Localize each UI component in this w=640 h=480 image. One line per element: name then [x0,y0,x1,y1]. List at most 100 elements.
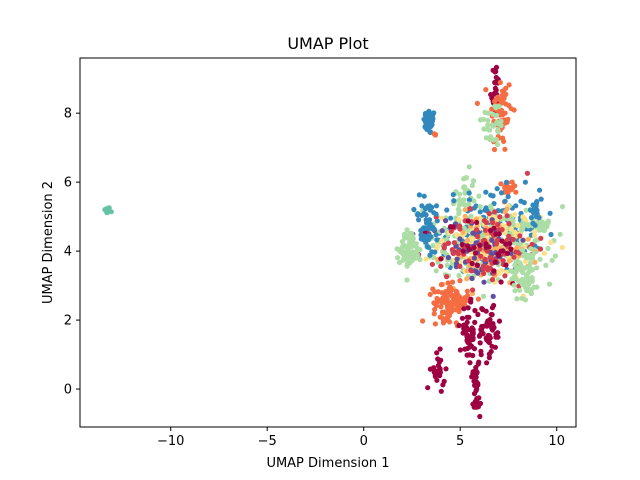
data-point [543,262,549,268]
data-point [494,141,501,148]
data-point [447,284,453,290]
data-point [466,246,472,252]
data-point [500,258,506,264]
data-point [432,306,438,313]
data-point [486,210,492,217]
data-point [492,209,498,215]
y-tick-label: 0 [64,383,72,398]
data-point [525,288,532,294]
x-tick-label: 10 [548,434,565,449]
data-point [475,270,481,276]
data-point [537,187,543,193]
data-point [502,273,508,279]
data-point [514,296,520,302]
data-points [102,64,566,420]
data-point [407,239,413,245]
data-point [435,289,441,295]
data-point [464,334,470,340]
data-point [429,204,435,210]
data-point [471,391,478,397]
data-point [490,220,496,226]
data-point [443,289,449,295]
data-point [478,253,484,259]
data-point [433,372,439,378]
data-point [493,231,499,237]
data-point [510,236,516,243]
data-point [409,252,415,258]
data-point [432,321,438,327]
x-tick-label: 5 [456,434,464,449]
data-point [457,236,463,242]
data-point [481,270,487,277]
data-point [502,120,508,126]
data-point [473,364,479,371]
data-point [527,266,533,272]
chart-title: UMAP Plot [287,34,368,53]
data-point [485,267,491,273]
data-point [522,258,529,264]
data-point [475,382,481,388]
x-tick-label: −10 [157,434,184,449]
data-point [477,413,483,420]
data-point [464,319,470,325]
data-point [509,276,515,282]
data-point [484,126,490,132]
data-point [448,224,454,230]
data-point [456,211,462,217]
data-point [441,378,447,384]
data-point [503,101,509,107]
data-point [430,286,436,292]
data-point [444,262,450,268]
data-point [420,318,426,324]
data-point [532,232,538,238]
data-point [464,288,470,294]
data-point [454,232,460,238]
data-point [461,197,467,203]
data-point [538,222,544,229]
data-point [440,316,446,322]
data-point [429,118,435,124]
data-point [430,243,436,249]
data-point [432,249,438,255]
data-point [499,227,505,233]
data-point [439,215,445,221]
data-point [517,233,523,239]
data-point [431,311,437,317]
data-point [426,233,432,239]
data-point [548,231,554,238]
data-point [444,207,450,213]
data-point [432,131,439,138]
data-point [456,294,462,300]
data-point [519,227,525,233]
data-point [489,92,495,98]
data-point [434,350,440,356]
data-point [464,276,470,282]
data-point [491,137,497,143]
data-point [480,266,487,272]
data-point [471,245,477,251]
data-point [473,369,480,375]
data-point [469,335,475,341]
data-point [472,307,478,314]
data-point [468,296,474,302]
data-point [470,287,476,293]
data-point [434,368,440,374]
data-point [425,385,431,391]
data-point [546,281,553,287]
data-point [422,123,428,129]
data-point [455,251,461,257]
data-point [497,214,503,220]
data-point [413,248,420,254]
data-point [482,227,488,233]
data-point [509,268,515,274]
data-point [456,216,462,222]
data-point [434,237,440,243]
data-point [504,250,511,256]
data-point [485,122,491,128]
data-point [457,263,463,269]
data-point [519,247,526,253]
data-point [504,206,510,212]
data-point [399,239,405,245]
data-point [530,209,536,215]
